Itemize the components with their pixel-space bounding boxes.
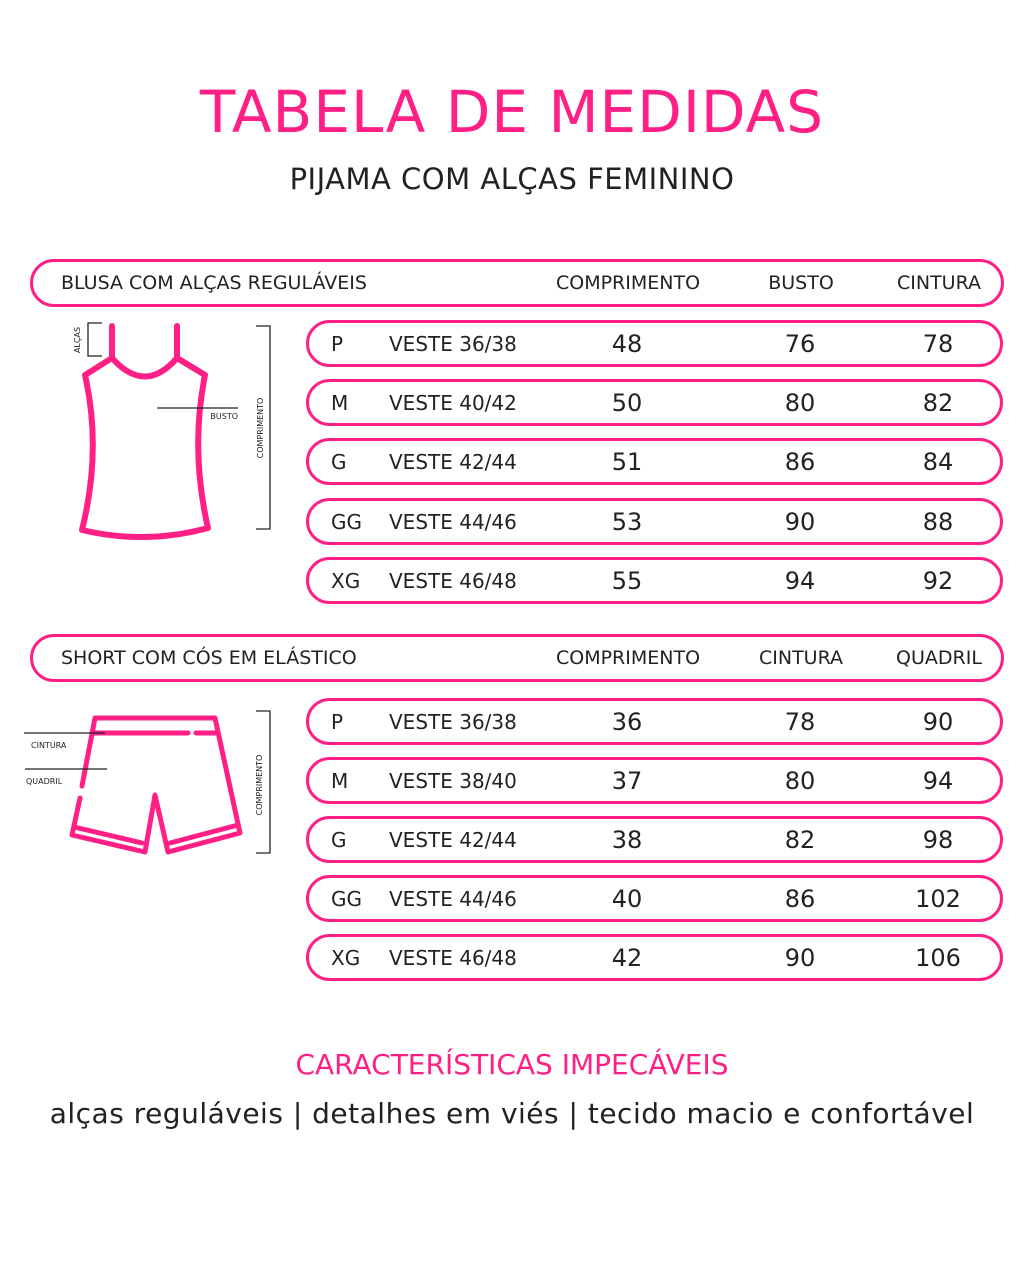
blusa-size-row: G VESTE 42/44 51 86 84	[306, 438, 1003, 485]
blusa-header-cintura: CINTURA	[896, 272, 982, 294]
measure-1: 50	[611, 388, 643, 417]
blusa-header: BLUSA COM ALÇAS REGULÁVEIS COMPRIMENTO B…	[30, 259, 1004, 307]
measure-3: 82	[922, 388, 954, 417]
cintura-label: CINTURA	[31, 741, 67, 750]
blusa-header-busto: BUSTO	[768, 272, 834, 294]
page-subtitle: PIJAMA COM ALÇAS FEMININO	[289, 162, 735, 196]
veste-label: VESTE 46/48	[389, 568, 517, 593]
comprimento-label: COMPRIMENTO	[255, 755, 264, 816]
veste-label: VESTE 42/44	[389, 449, 517, 474]
short-header-name: SHORT COM CÓS EM ELÁSTICO	[61, 647, 357, 669]
features-heading: CARACTERÍSTICAS IMPECÁVEIS	[295, 1048, 729, 1081]
size-label: G	[331, 827, 347, 852]
measure-2: 90	[784, 507, 816, 536]
size-label: P	[331, 331, 344, 356]
blusa-size-row: M VESTE 40/42 50 80 82	[306, 379, 1003, 426]
veste-label: VESTE 44/46	[389, 509, 517, 534]
measure-1: 53	[611, 507, 643, 536]
measure-1: 36	[611, 707, 643, 736]
top-illustration: ALÇAS BUSTO COMPRIMENTO	[73, 322, 271, 540]
measure-1: 48	[611, 329, 643, 358]
veste-label: VESTE 42/44	[389, 827, 517, 852]
measure-3: 106	[915, 943, 961, 972]
features-text: alças reguláveis | detalhes em viés | te…	[49, 1097, 975, 1130]
measure-1: 37	[611, 766, 643, 795]
blusa-header-name: BLUSA COM ALÇAS REGULÁVEIS	[61, 272, 367, 294]
short-header-quadril: QUADRIL	[896, 647, 982, 669]
strap-lines	[109, 323, 180, 361]
alcas-label: ALÇAS	[73, 327, 82, 353]
measure-2: 86	[784, 447, 816, 476]
comprimento-bracket	[256, 710, 271, 854]
short-size-row: XG VESTE 46/48 42 90 106	[306, 934, 1003, 981]
veste-label: VESTE 36/38	[389, 709, 517, 734]
short-header: SHORT COM CÓS EM ELÁSTICO COMPRIMENTO CI…	[30, 634, 1004, 682]
veste-label: VESTE 44/46	[389, 886, 517, 911]
size-label: GG	[331, 886, 362, 911]
short-size-row: M VESTE 38/40 37 80 94	[306, 757, 1003, 804]
veste-label: VESTE 40/42	[389, 390, 517, 415]
busto-label: BUSTO	[210, 412, 238, 421]
short-header-cintura: CINTURA	[758, 647, 844, 669]
short-size-row: P VESTE 36/38 36 78 90	[306, 698, 1003, 745]
measure-1: 55	[611, 566, 643, 595]
measure-2: 78	[784, 707, 816, 736]
measure-3: 88	[922, 507, 954, 536]
blusa-size-row: GG VESTE 44/46 53 90 88	[306, 498, 1003, 545]
measure-2: 80	[784, 766, 816, 795]
measure-3: 92	[922, 566, 954, 595]
measure-1: 42	[611, 943, 643, 972]
shorts-illustration: CINTURA QUADRIL COMPRIMENTO	[24, 710, 271, 855]
size-label: M	[331, 390, 349, 415]
measure-3: 84	[922, 447, 954, 476]
measure-2: 86	[784, 884, 816, 913]
measure-2: 80	[784, 388, 816, 417]
comprimento-label: COMPRIMENTO	[256, 398, 265, 459]
measure-1: 38	[611, 825, 643, 854]
size-label: M	[331, 768, 349, 793]
measure-3: 98	[922, 825, 954, 854]
measure-3: 90	[922, 707, 954, 736]
measure-2: 76	[784, 329, 816, 358]
veste-label: VESTE 38/40	[389, 768, 517, 793]
size-label: G	[331, 449, 347, 474]
size-label: XG	[331, 945, 361, 970]
size-label: P	[331, 709, 344, 734]
short-header-comprimento: COMPRIMENTO	[555, 647, 701, 669]
short-size-row: GG VESTE 44/46 40 86 102	[306, 875, 1003, 922]
blusa-size-row: P VESTE 36/38 48 76 78	[306, 320, 1003, 367]
blusa-header-comprimento: COMPRIMENTO	[555, 272, 701, 294]
measure-1: 51	[611, 447, 643, 476]
blusa-size-row: XG VESTE 46/48 55 94 92	[306, 557, 1003, 604]
comprimento-bracket	[256, 325, 271, 530]
measure-2: 82	[784, 825, 816, 854]
measure-3: 94	[922, 766, 954, 795]
measure-2: 94	[784, 566, 816, 595]
measure-2: 90	[784, 943, 816, 972]
measure-3: 78	[922, 329, 954, 358]
measure-3: 102	[915, 884, 961, 913]
veste-label: VESTE 36/38	[389, 331, 517, 356]
size-label: XG	[331, 568, 361, 593]
veste-label: VESTE 46/48	[389, 945, 517, 970]
page-title: TABELA DE MEDIDAS	[199, 78, 825, 146]
alcas-bracket	[87, 322, 102, 357]
measure-1: 40	[611, 884, 643, 913]
short-size-row: G VESTE 42/44 38 82 98	[306, 816, 1003, 863]
size-label: GG	[331, 509, 362, 534]
quadril-label: QUADRIL	[26, 777, 63, 786]
